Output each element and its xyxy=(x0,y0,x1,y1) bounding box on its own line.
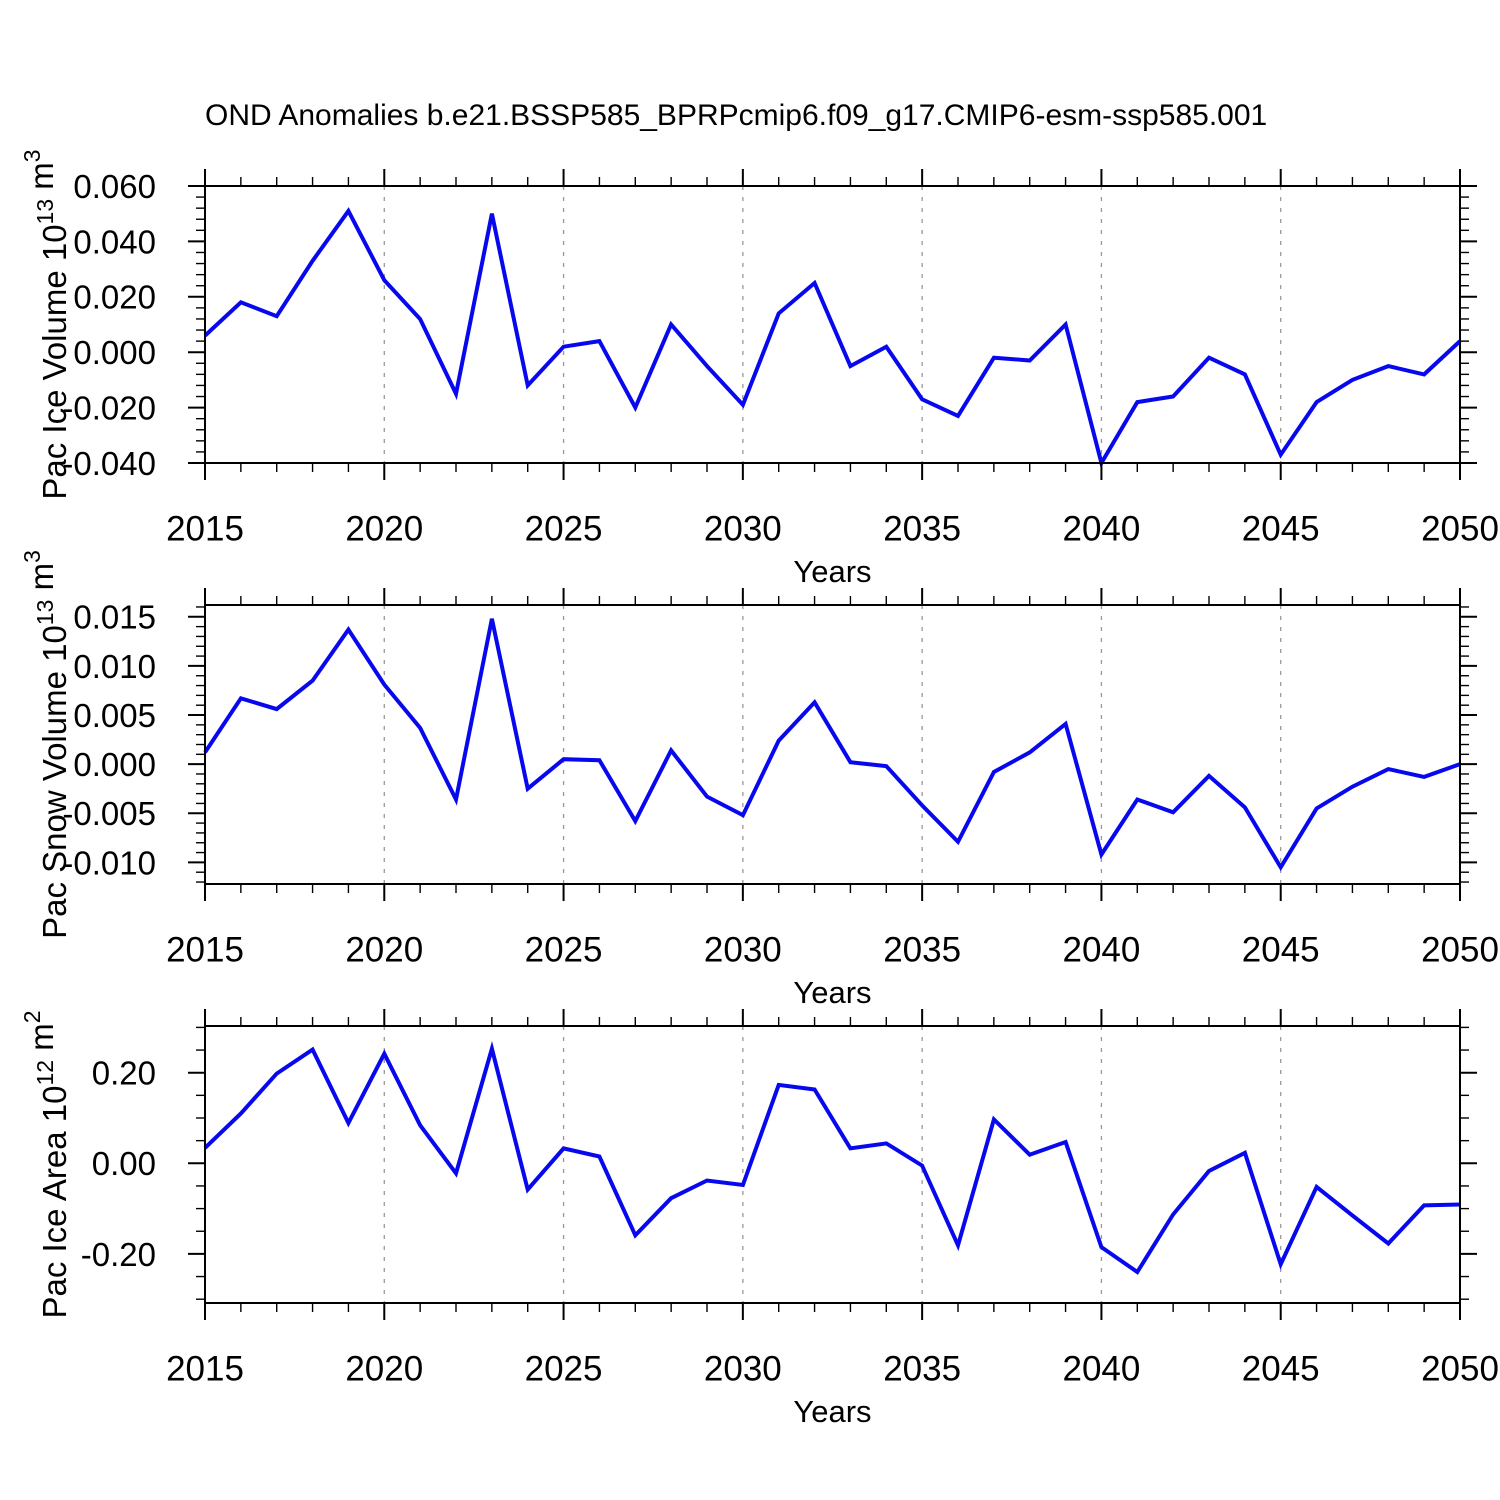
y-tick-label: -0.020 xyxy=(62,389,156,426)
y-axis-title-sup: 3 xyxy=(19,550,45,563)
x-axis-title: Years xyxy=(793,975,871,1010)
y-axis-title-sup: 12 xyxy=(32,1060,58,1086)
x-tick-label: 2050 xyxy=(1421,1350,1499,1389)
x-tick-label: 2045 xyxy=(1242,931,1320,970)
x-tick-label: 2030 xyxy=(704,510,782,549)
x-axis-title: Years xyxy=(793,1394,871,1429)
x-tick-label: 2040 xyxy=(1062,510,1140,549)
x-tick-label: 2040 xyxy=(1062,931,1140,970)
x-tick-label: 2020 xyxy=(345,510,423,549)
y-axis-title-sup: 2 xyxy=(19,1010,45,1023)
x-tick-label: 2050 xyxy=(1421,931,1499,970)
y-axis-title: Pac Ice Area 1012 m2 xyxy=(19,1010,73,1318)
plot-border xyxy=(204,1025,1461,1304)
data-line-pac-ice-area xyxy=(203,1041,1461,1275)
plot-border xyxy=(204,604,1461,885)
x-tick-label: 2030 xyxy=(704,931,782,970)
x-tick-label: 2030 xyxy=(704,1350,782,1389)
x-tick-label: 2045 xyxy=(1242,510,1320,549)
x-tick-label: 2025 xyxy=(525,1350,603,1389)
data-line-pac-snow-volume xyxy=(203,618,1461,872)
y-tick-label: 0.020 xyxy=(73,279,156,316)
y-axis-title-text: m xyxy=(23,1023,60,1060)
y-tick-label: -0.040 xyxy=(62,445,156,482)
y-tick-label: 0.040 xyxy=(73,223,156,260)
panel-pac-snow-volume: 0.015 0.010 0.005 0.000 -0.005 -0.010 2015 2020… xyxy=(19,550,1499,1010)
y-tick-label: 0.005 xyxy=(73,697,156,734)
x-tick-label: 2020 xyxy=(345,931,423,970)
x-tick-label: 2035 xyxy=(883,510,961,549)
y-tick-label: 0.060 xyxy=(73,168,156,205)
panel-pac-ice-area: 0.20 0.00 -0.20 2015 2020 2025 2030 2035 2040 204… xyxy=(19,1009,1499,1429)
x-tick-label: 2040 xyxy=(1062,1350,1140,1389)
plot-border xyxy=(204,185,1461,464)
x-tick-label: 2020 xyxy=(345,1350,423,1389)
y-axis-title-text: m xyxy=(23,162,60,199)
y-axis-title-text: m xyxy=(23,563,60,600)
x-tick-label: 2015 xyxy=(166,931,244,970)
x-tick-label: 2050 xyxy=(1421,510,1499,549)
data-line-pac-ice-volume xyxy=(203,207,1462,469)
chart-title: OND Anomalies b.e21.BSSP585_BPRPcmip6.f0… xyxy=(205,99,1268,132)
y-tick-label: 0.000 xyxy=(73,334,156,371)
y-tick-label: 0.000 xyxy=(73,746,156,783)
y-tick-label: 0.20 xyxy=(92,1055,156,1092)
panel-pac-ice-volume: 0.060 0.040 0.020 0.000 -0.020 -0.040 2015 2020… xyxy=(19,149,1499,589)
y-tick-label: -0.005 xyxy=(62,795,156,832)
y-axis-title-text: Pac Snow Volume 10 xyxy=(36,625,73,939)
y-tick-label: 0.015 xyxy=(73,599,156,636)
y-axis-title-text: Pac Ice Area 10 xyxy=(36,1086,73,1319)
y-axis-title-sup: 3 xyxy=(19,149,45,162)
x-tick-label: 2015 xyxy=(166,1350,244,1389)
y-axis-title: Pac Ice Volume 1013 m3 xyxy=(19,149,73,499)
x-tick-label: 2025 xyxy=(525,931,603,970)
y-tick-label: 0.010 xyxy=(73,648,156,685)
y-axis-title-text: Pac Ice Volume 10 xyxy=(36,224,73,499)
x-tick-label: 2045 xyxy=(1242,1350,1320,1389)
x-tick-label: 2035 xyxy=(883,931,961,970)
x-tick-label: 2015 xyxy=(166,510,244,549)
x-axis-title: Years xyxy=(793,554,871,589)
y-tick-label: 0.00 xyxy=(92,1145,156,1182)
y-axis-title: Pac Snow Volume 1013 m3 xyxy=(19,550,73,939)
y-axis-title-sup: 13 xyxy=(32,199,58,225)
x-tick-label: 2025 xyxy=(525,510,603,549)
y-tick-label: -0.010 xyxy=(62,844,156,881)
y-tick-label: -0.20 xyxy=(81,1236,156,1273)
x-tick-label: 2035 xyxy=(883,1350,961,1389)
y-axis-title-sup: 13 xyxy=(32,600,58,626)
